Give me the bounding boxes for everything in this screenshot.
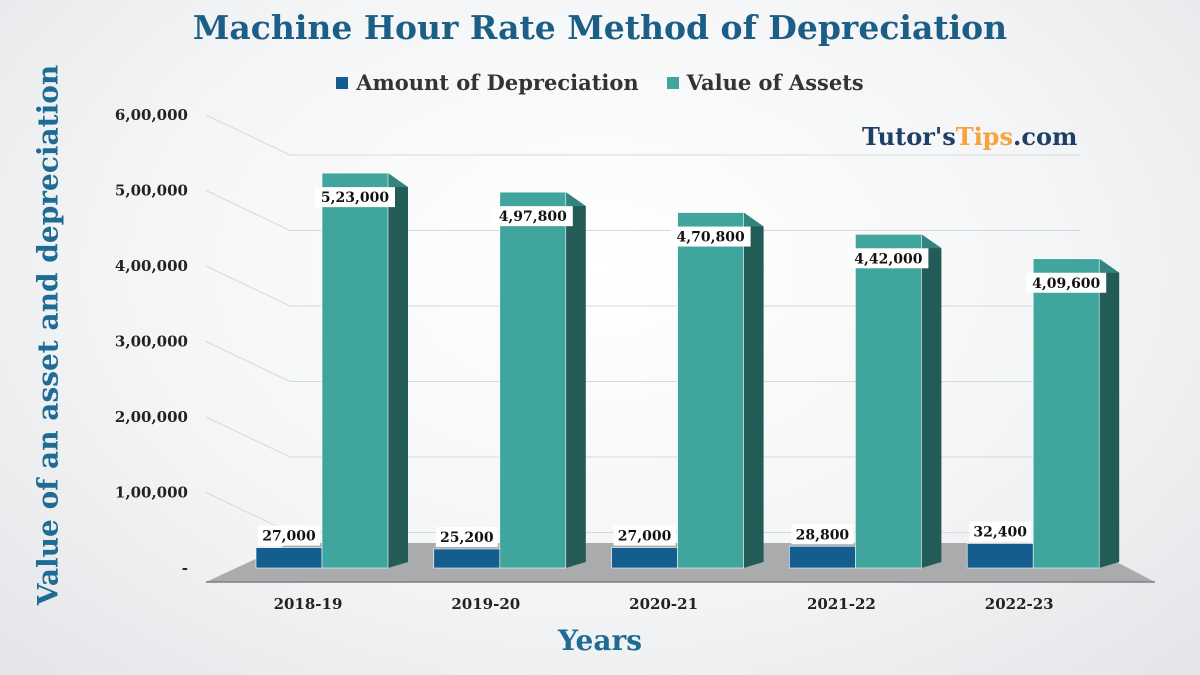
data-label-box	[315, 187, 395, 208]
bar-depreciation	[966, 543, 1034, 569]
x-tick-label: 2020-21	[629, 595, 698, 613]
data-label: 4,42,000	[854, 251, 922, 267]
gridline	[205, 416, 1080, 458]
bar-side	[388, 173, 408, 568]
legend-swatch-assets	[666, 76, 679, 89]
bar-depreciation	[433, 548, 501, 569]
bar-side	[1099, 258, 1120, 568]
data-label: 5,23,000	[321, 190, 389, 206]
data-label-box	[492, 206, 573, 227]
bar-side	[565, 192, 586, 568]
data-label: 25,200	[440, 530, 494, 546]
data-label: 27,000	[262, 529, 316, 545]
y-tick-label: 5,00,000	[115, 182, 188, 200]
bar-side	[743, 212, 764, 568]
brand-part1: Tutor's	[862, 122, 956, 151]
gridline	[205, 265, 1080, 307]
legend-swatch-depreciation	[336, 76, 349, 89]
brand-part3: .com	[1012, 122, 1078, 151]
y-tick-label: 2,00,000	[115, 408, 188, 426]
data-label: 27,000	[618, 529, 672, 545]
x-axis-title: Years	[557, 624, 643, 657]
x-tick-label: 2018-19	[274, 595, 343, 613]
data-label-box	[435, 526, 498, 547]
data-label-box	[670, 226, 751, 247]
chart-title: Machine Hour Rate Method of Depreciation	[192, 8, 1008, 47]
gridline	[205, 114, 1080, 156]
data-label-box	[848, 248, 929, 269]
bar-assets	[499, 191, 567, 569]
bar-assets	[1032, 258, 1100, 569]
legend-label-assets: Value of Assets	[686, 70, 864, 95]
brand-part2: Tips	[955, 122, 1013, 151]
bar-assets	[321, 172, 389, 569]
data-label: 4,09,600	[1032, 276, 1100, 292]
y-tick-label: 4,00,000	[115, 257, 188, 275]
y-tick-label: 1,00,000	[115, 484, 188, 502]
data-label: 28,800	[796, 527, 850, 543]
data-label-box	[613, 525, 676, 546]
bar-depreciation	[255, 547, 323, 569]
data-label-box	[791, 524, 854, 545]
y-tick-label: 6,00,000	[115, 106, 188, 124]
bar-depreciation	[789, 545, 856, 569]
brand-watermark: Tutor'sTips.com	[862, 122, 1077, 151]
bar-depreciation	[611, 547, 678, 569]
x-tick-label: 2021-22	[807, 595, 876, 613]
bar-assets	[855, 233, 922, 569]
x-tick-label: 2019-20	[451, 595, 520, 613]
data-label-box	[1026, 272, 1107, 293]
legend-item-depreciation: Amount of Depreciation	[336, 70, 639, 95]
data-label-box	[969, 521, 1032, 542]
data-label: 4,70,800	[676, 230, 744, 246]
gridline	[205, 341, 1080, 382]
legend-label-depreciation: Amount of Depreciation	[356, 70, 639, 95]
bar-assets	[677, 212, 744, 569]
data-label-box	[258, 525, 320, 546]
data-label: 4,97,800	[499, 209, 567, 225]
y-tick-label: 3,00,000	[115, 333, 188, 351]
bar-side	[921, 234, 942, 569]
x-tick-label: 2022-23	[985, 595, 1054, 613]
legend: Amount of Depreciation Value of Assets	[0, 70, 1200, 95]
gridline	[205, 190, 1080, 231]
legend-item-assets: Value of Assets	[666, 70, 864, 95]
y-tick-label: -	[182, 559, 188, 577]
data-label: 32,400	[973, 525, 1027, 541]
